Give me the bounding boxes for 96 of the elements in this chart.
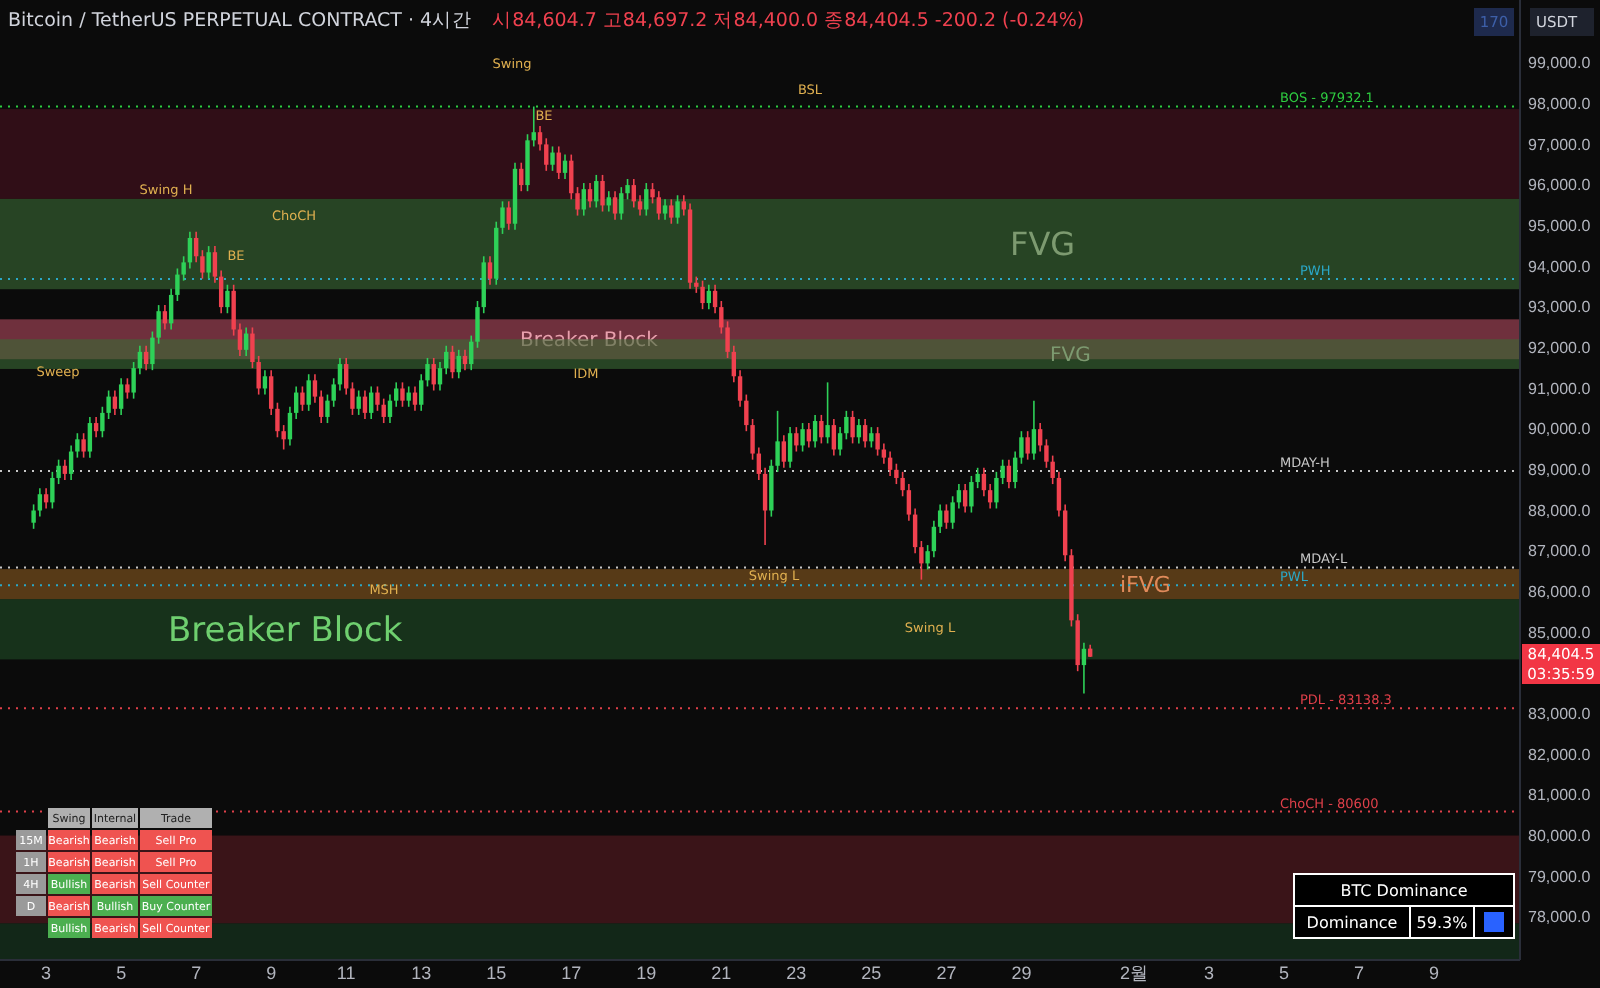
candlestick	[431, 357, 436, 392]
candlestick	[825, 381, 830, 445]
band-label: FVG	[1010, 225, 1076, 264]
x-tick-label: 21	[711, 962, 732, 983]
band-label: iFVG	[1120, 571, 1171, 598]
candlestick	[600, 174, 605, 213]
candlestick	[612, 190, 618, 221]
x-tick-label: 2월	[1119, 962, 1148, 983]
y-tick-label: 81,000.0	[1528, 786, 1592, 805]
candlestick	[118, 377, 124, 416]
annotation: BTC Dominance	[1340, 881, 1468, 900]
candlestick	[819, 414, 824, 445]
candlestick	[206, 245, 211, 280]
x-tick-label: 13	[411, 962, 432, 983]
y-tick-label: 90,000.0	[1528, 420, 1592, 439]
x-tick-label: 27	[936, 962, 957, 983]
candlestick	[225, 283, 230, 315]
x-tick-label: 5	[116, 962, 127, 983]
candlestick	[787, 426, 793, 469]
y-tick-label: 95,000.0	[1528, 216, 1592, 235]
y-tick-label: 98,000.0	[1528, 94, 1592, 113]
text: Bitcoin / TetherUS PERPETUAL CONTRACT · 4시간	[8, 10, 473, 32]
candlestick	[812, 414, 818, 449]
candlestick	[781, 434, 787, 469]
candlestick	[187, 231, 193, 270]
y-tick-label: 83,000.0	[1528, 705, 1592, 724]
candlestick	[81, 432, 86, 459]
x-tick-label: 19	[636, 962, 657, 983]
candlestick	[594, 174, 599, 209]
candlestick	[800, 422, 805, 453]
x-tick-label: 17	[561, 962, 582, 983]
candlestick	[619, 186, 624, 221]
x-tick-label: 7	[1354, 962, 1365, 983]
candlestick	[581, 182, 586, 217]
x-tick-label: 29	[1011, 962, 1032, 983]
candlestick	[37, 487, 43, 518]
candlestick	[68, 444, 74, 481]
y-tick-label: 99,000.0	[1528, 54, 1592, 73]
candlestick	[369, 385, 374, 420]
candlestick	[831, 418, 837, 457]
annotation: 59.3%	[1416, 913, 1469, 932]
y-tick-label: 92,000.0	[1528, 338, 1592, 357]
y-tick-label: 86,000.0	[1528, 582, 1592, 601]
y-tick-label: 85,000.0	[1528, 623, 1592, 642]
candlestick	[969, 475, 974, 514]
candlestick	[487, 255, 493, 286]
x-tick-label: 25	[861, 962, 882, 983]
x-tick-label: 15	[486, 962, 507, 983]
candlestick	[1025, 430, 1030, 461]
x-tick-label: 9	[266, 962, 277, 983]
candlestick	[1031, 399, 1037, 461]
text: 시84,604.7 고84,697.2 저84,400.0 종84,404.5 -200.2 (-0.24%)	[492, 10, 1085, 32]
band-label: FVG	[1050, 345, 1091, 368]
candlestick	[569, 153, 574, 201]
y-tick-label: 93,000.0	[1528, 298, 1592, 317]
x-tick-label: 7	[191, 962, 202, 983]
x-tick-label: 3	[1203, 962, 1214, 983]
y-tick-label: 87,000.0	[1528, 542, 1592, 561]
candlestick	[875, 426, 880, 457]
x-tick-label: 5	[1278, 962, 1290, 983]
candlestick	[125, 377, 130, 400]
y-tick-label: 82,000.0	[1528, 745, 1592, 764]
y-tick-label: 91,000.0	[1528, 379, 1592, 398]
y-tick-label: 88,000.0	[1528, 501, 1592, 520]
candlestick	[675, 194, 680, 225]
band-label: Breaker Block	[520, 330, 659, 353]
y-tick-label: 94,000.0	[1528, 257, 1592, 276]
candlestick	[450, 344, 455, 380]
y-tick-label: 80,000.0	[1528, 827, 1592, 846]
candlestick	[662, 198, 668, 221]
x-tick-label: 3	[41, 962, 52, 983]
candlestick	[400, 381, 405, 408]
candlestick	[794, 426, 799, 453]
x-tick-label: 23	[786, 962, 807, 983]
annotation: Dominance	[1306, 913, 1398, 932]
candlestick	[700, 279, 705, 310]
candlestick	[644, 182, 649, 217]
candlestick	[87, 416, 93, 459]
candlestick	[850, 410, 855, 445]
candlestick	[306, 373, 311, 412]
band-label: Breaker Block	[168, 611, 403, 652]
y-tick-label: 97,000.0	[1528, 135, 1592, 154]
candlestick	[300, 385, 305, 412]
candlestick	[869, 426, 874, 449]
x-tick-label: 9	[1429, 962, 1440, 983]
candlestick	[550, 145, 555, 172]
candlestick	[506, 200, 511, 231]
y-tick-label: 89,000.0	[1528, 460, 1592, 479]
y-tick-label: 79,000.0	[1528, 867, 1592, 886]
x-tick-label: 11	[336, 962, 356, 983]
candlestick	[556, 145, 561, 180]
candlestick	[944, 503, 949, 530]
y-tick-label: 78,000.0	[1528, 908, 1592, 927]
candlestick	[656, 190, 661, 221]
y-tick-label: 96,000.0	[1528, 176, 1592, 195]
candlestick	[669, 198, 674, 225]
